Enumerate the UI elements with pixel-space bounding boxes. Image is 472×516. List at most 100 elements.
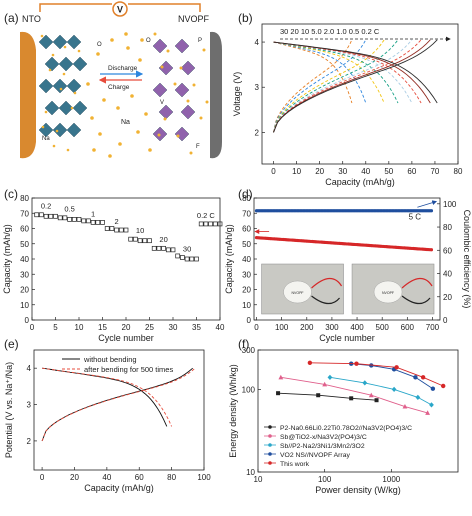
- sodium-ion: [70, 106, 74, 110]
- y-axis-label: Capacity (mAh/g): [224, 224, 234, 294]
- discharge-curve: [42, 367, 173, 427]
- sodium-ion: [160, 65, 164, 69]
- discharge-curve-0.2: [273, 41, 438, 104]
- x-tick-label: 10: [254, 475, 263, 484]
- sodium-ion: [44, 110, 48, 114]
- rate-annotation: 30: [183, 244, 191, 253]
- series-marker: [362, 380, 368, 386]
- y-tick-label: 30: [242, 270, 251, 279]
- nvopf-octahedron: [180, 60, 196, 76]
- nvopf-crystal-structure: [152, 38, 196, 142]
- sodium-ion: [48, 68, 52, 72]
- y-tick-label: 2: [27, 437, 32, 446]
- series-marker: [327, 374, 333, 380]
- y-tick-label: 40: [20, 255, 29, 264]
- series-marker: [278, 374, 284, 380]
- y-axis-label: Voltage (V): [232, 72, 242, 117]
- sodium-ion: [77, 49, 81, 53]
- legend-entry: Sb//P2-Na2/3Ni1/3Mn2/3O2: [280, 443, 365, 450]
- sodium-left-label: Na: [42, 136, 50, 142]
- series-marker: [394, 365, 399, 370]
- series-marker: [429, 402, 434, 408]
- x-tick-label: 35: [192, 323, 201, 332]
- sodium-ion: [136, 130, 140, 134]
- nto-octahedron: [58, 100, 74, 116]
- series-line: [278, 392, 377, 401]
- black-wire: [311, 295, 341, 305]
- x-tick-label: 700: [426, 323, 440, 332]
- nto-octahedron: [72, 56, 88, 72]
- data-point: [189, 256, 195, 262]
- data-point: [156, 245, 162, 251]
- sodium-ion: [153, 32, 157, 36]
- x-axis-label: Power density (W/kg): [315, 485, 401, 495]
- nvopf-octahedron: [152, 38, 168, 54]
- y2-tick-label: 0: [443, 316, 448, 325]
- charge-label: Charge: [108, 84, 130, 91]
- nto-octahedron: [66, 122, 82, 138]
- data-point: [53, 213, 58, 219]
- sodium-ion: [108, 154, 112, 158]
- chart-b: 0 10 20 30 40 50 60 70 80 2 3 4 Capacity (mAh/g) Volt…: [232, 23, 463, 187]
- x-tick-label: 30: [338, 167, 347, 176]
- charge-curve-2.0: [273, 39, 413, 133]
- sodium-ion: [66, 148, 70, 152]
- phosphorus-label: P: [198, 38, 202, 44]
- series-line: [329, 376, 432, 406]
- plot-frame: [33, 349, 205, 471]
- sodium-ion: [157, 133, 161, 137]
- sodium-ion: [110, 38, 114, 42]
- sodium-ion: [148, 148, 152, 152]
- x-tick-label: 40: [216, 323, 225, 332]
- rate-annotation: 5 C: [409, 212, 422, 221]
- oxygen-left-label: O: [97, 42, 102, 48]
- y-axis-label: Capacity (mAh/g): [2, 224, 12, 294]
- data-point: [86, 218, 91, 224]
- data-point: [95, 220, 101, 225]
- x-tick-label: 40: [361, 167, 370, 176]
- x-tick-label: 60: [407, 167, 416, 176]
- x-axis-label: Capacity (mAh/g): [84, 483, 154, 493]
- rate-annotation: 0.2 C: [197, 211, 216, 220]
- nvopf-octahedron: [174, 38, 190, 54]
- panel-f-label: (f): [238, 337, 249, 351]
- sodium-ion: [92, 148, 96, 152]
- x-tick-label: 30: [169, 323, 178, 332]
- x-tick-label: 50: [384, 167, 393, 176]
- chart-d: 0 100 200 300 400 500 600 70001020304050607080C…: [224, 194, 472, 343]
- sodium-ion: [52, 144, 56, 148]
- y-axis-label: Potential (V vs. Na⁺/Na): [4, 362, 14, 458]
- sodium-ion: [144, 112, 148, 116]
- x-tick-label: 20: [315, 167, 324, 176]
- sodium-ion: [179, 66, 183, 70]
- led-bulb: [373, 280, 403, 304]
- x-tick-label: 400: [350, 323, 364, 332]
- series-marker: [368, 392, 374, 398]
- charge-curve-0.5: [273, 39, 431, 133]
- rate-labels: 30 20 10 5.0 2.0 1.0 0.5 0.2 C: [280, 27, 380, 36]
- series-marker: [307, 360, 313, 365]
- legend-marker: [268, 434, 272, 438]
- data-point: [57, 215, 63, 221]
- y-tick-label: 0: [25, 316, 30, 325]
- nvopf-octahedron: [152, 82, 168, 98]
- nvopf-octahedron: [158, 104, 174, 120]
- rate-annotation: 20: [159, 235, 167, 244]
- series-marker: [441, 383, 446, 389]
- sodium-ion: [202, 48, 206, 52]
- x-tick-label: 70: [430, 167, 439, 176]
- y-tick-label: 30: [20, 270, 29, 279]
- y-tick-label: 70: [20, 209, 29, 218]
- sodium-ion: [124, 32, 128, 36]
- sodium-ion: [130, 94, 134, 98]
- data-point: [104, 226, 110, 231]
- panel-a-label: (a): [4, 11, 19, 25]
- sodium-ion: [90, 116, 94, 120]
- black-wire: [401, 295, 431, 305]
- y-tick-label: 80: [20, 194, 29, 203]
- data-point: [62, 215, 68, 221]
- y2-tick-label: 80: [443, 223, 452, 232]
- y-tick-label: 20: [20, 286, 29, 295]
- x-tick-label: 0: [30, 323, 35, 332]
- x-tick-label: 0: [271, 167, 276, 176]
